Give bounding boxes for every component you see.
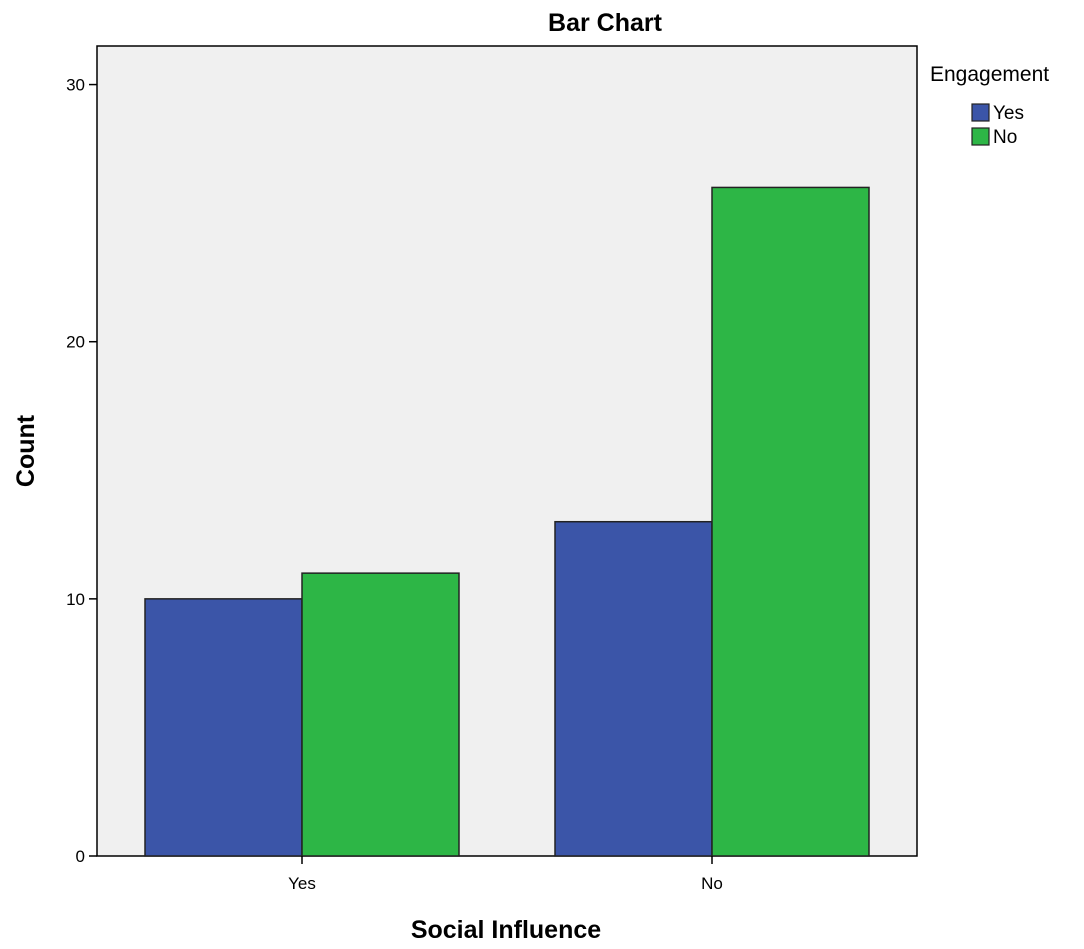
bar-no-yes <box>554 520 713 857</box>
bars <box>144 186 870 857</box>
legend: Engagement Yes No <box>930 63 1049 148</box>
legend-label-no: No <box>993 127 1017 148</box>
y-tick-label-0: 0 <box>76 847 85 866</box>
y-axis-label: Count <box>12 414 40 487</box>
x-axis: Yes No <box>288 856 723 893</box>
legend-title: Engagement <box>930 63 1049 86</box>
x-axis-label: Social Influence <box>411 916 601 944</box>
bar-yes-no <box>301 572 460 857</box>
y-tick-label-1: 10 <box>66 590 85 609</box>
bar-yes-yes <box>144 598 303 857</box>
x-tick-label-1: No <box>701 874 723 893</box>
y-tick-label-2: 20 <box>66 333 85 352</box>
x-tick-label-0: Yes <box>288 874 316 893</box>
bar-no-no <box>711 186 870 857</box>
legend-label-yes: Yes <box>993 103 1024 124</box>
legend-swatch-no <box>971 127 990 146</box>
legend-swatch-yes <box>971 103 990 122</box>
y-axis: 0 10 20 30 <box>66 76 97 866</box>
chart-title: Bar Chart <box>548 9 663 37</box>
y-tick-label-3: 30 <box>66 76 85 95</box>
